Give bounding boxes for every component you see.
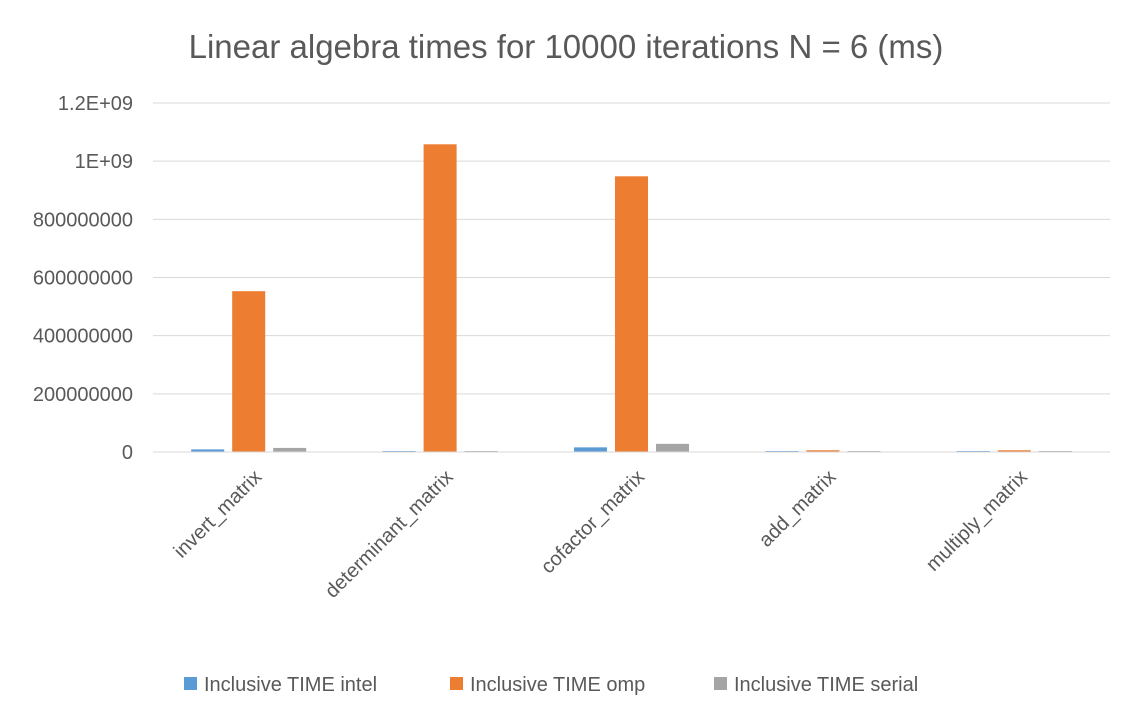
y-tick-label: 400000000 bbox=[33, 326, 133, 348]
y-tick-label: 1E+09 bbox=[75, 151, 133, 173]
category-label: multiply_matrix bbox=[922, 466, 1032, 576]
bar bbox=[997, 450, 1031, 452]
category-label: cofactor_matrix bbox=[537, 466, 649, 578]
category-label: determinant_matrix bbox=[321, 466, 458, 603]
y-tick-label: 0 bbox=[122, 442, 133, 464]
y-tick-label: 600000000 bbox=[33, 268, 133, 290]
bar bbox=[423, 144, 457, 452]
bar bbox=[273, 447, 307, 452]
bar bbox=[191, 449, 225, 452]
legend-label: Inclusive TIME omp bbox=[470, 674, 645, 696]
legend-label: Inclusive TIME intel bbox=[204, 674, 377, 696]
bars bbox=[191, 144, 1072, 453]
bar bbox=[615, 176, 648, 453]
y-tick-label: 800000000 bbox=[33, 209, 133, 231]
category-labels: invert_matrix determinant_matrix cofactor_… bbox=[170, 466, 1032, 603]
y-tick-label: 200000000 bbox=[33, 384, 133, 406]
bar bbox=[656, 443, 689, 452]
category-label: invert_matrix bbox=[170, 466, 267, 563]
legend: Inclusive TIME intel Inclusive TIME omp In… bbox=[184, 674, 918, 696]
bar bbox=[806, 450, 840, 452]
bar bbox=[574, 447, 607, 452]
chart-title: Linear algebra times for 10000 iteration… bbox=[189, 28, 944, 65]
legend-swatch bbox=[184, 677, 197, 690]
legend-swatch bbox=[450, 677, 463, 690]
y-axis-ticks: 0 200000000 400000000 600000000 800000000 1E+… bbox=[33, 93, 133, 464]
legend-label: Inclusive TIME serial bbox=[734, 674, 918, 696]
category-label: add_matrix bbox=[755, 466, 841, 552]
y-tick-label: 1.2E+09 bbox=[58, 93, 133, 115]
legend-swatch bbox=[714, 677, 727, 690]
bar bbox=[232, 291, 266, 452]
